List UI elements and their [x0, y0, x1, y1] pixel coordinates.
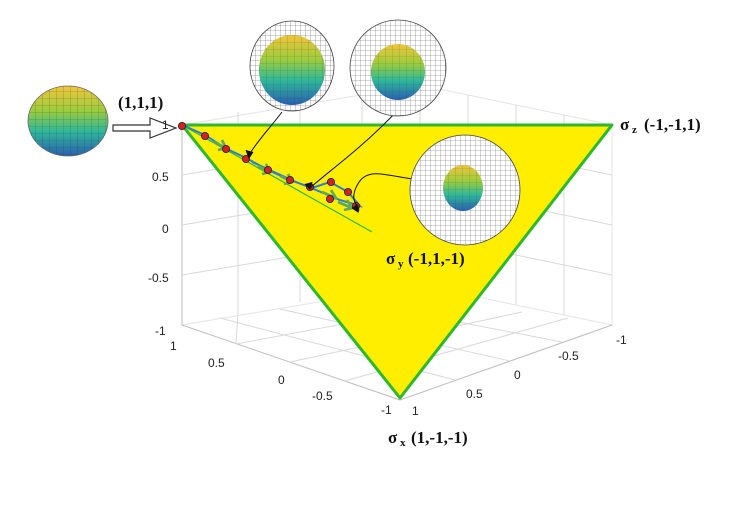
tick-label: 0.5 [152, 170, 169, 184]
path-marker [200, 131, 209, 140]
vertical-ticks: 1 0.5 0 -0.5 -1 [148, 118, 169, 338]
path-marker [326, 177, 335, 186]
path-marker [177, 122, 186, 131]
tick-label: -0.5 [558, 349, 579, 363]
sphere-stage-2 [249, 20, 335, 112]
sphere-stage-4 [409, 134, 521, 246]
path-marker [221, 144, 230, 153]
corner-coords: (-1,1,-1) [408, 249, 465, 268]
left-axis-ticks: 1 0.5 0 -0.5 -1 [170, 339, 392, 417]
path-marker [343, 187, 352, 196]
tick-label: 1 [412, 404, 419, 418]
tick-label: -1 [381, 403, 392, 417]
start-arrow [112, 117, 178, 139]
sigma-symbol: σ [620, 115, 630, 134]
tick-label: -1 [616, 333, 627, 347]
tick-label: -1 [155, 324, 166, 338]
callout-line [248, 111, 283, 156]
tick-label: 0 [278, 373, 285, 387]
sphere-initial [27, 85, 109, 157]
right-axis-ticks: 1 0.5 0 -0.5 -1 [412, 333, 627, 418]
sigma-subscript: x [400, 437, 406, 449]
path-marker [263, 165, 272, 174]
start-point-label: (1,1,1) [118, 93, 163, 112]
path-marker [325, 194, 334, 203]
sigma-subscript: y [398, 258, 404, 270]
callout-lines [245, 109, 421, 214]
tick-label: 0.5 [208, 356, 225, 370]
path-marker [241, 154, 250, 163]
tick-label: -0.5 [148, 271, 169, 285]
corner-coords: (1,-1,-1) [411, 428, 468, 447]
tick-label: -0.5 [312, 389, 333, 403]
tick-label: 1 [162, 118, 169, 132]
sphere-stage-3 [349, 19, 447, 117]
load-path [177, 122, 363, 212]
sigma-y-label: σ y (-1,1,-1) [386, 249, 465, 270]
corner-coords: (-1,-1,1) [644, 115, 701, 134]
sigma-symbol: σ [386, 249, 396, 268]
tick-label: 0 [162, 222, 169, 236]
tick-label: 0 [514, 368, 521, 382]
tick-label: 0.5 [466, 387, 483, 401]
sigma-symbol: σ [388, 428, 398, 447]
sigma-z-label: σ z (-1,-1,1) [620, 115, 701, 136]
sigma-subscript: z [632, 124, 637, 136]
callout-line [309, 109, 399, 189]
sigma-x-label: σ x (1,-1,-1) [388, 428, 468, 449]
path-marker [285, 175, 294, 184]
tick-label: 1 [170, 339, 177, 353]
